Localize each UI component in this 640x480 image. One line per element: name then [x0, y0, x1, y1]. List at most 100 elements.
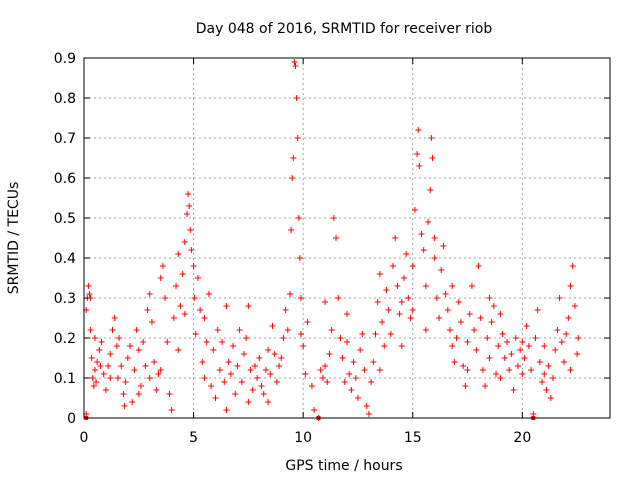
data-point: [188, 247, 195, 253]
data-point: [451, 359, 458, 365]
y-tick-label: 0.3: [54, 291, 76, 307]
data-point: [556, 295, 563, 301]
data-point: [411, 207, 418, 213]
data-point: [517, 347, 524, 353]
data-point: [247, 367, 254, 373]
data-point: [297, 331, 304, 337]
data-point: [436, 315, 443, 321]
data-point: [131, 367, 138, 373]
data-point: [341, 379, 348, 385]
data-point: [558, 339, 565, 345]
data-point: [308, 383, 315, 389]
data-point: [91, 335, 98, 341]
data-point: [294, 135, 301, 141]
data-point: [407, 315, 414, 321]
data-point: [260, 391, 267, 397]
data-point: [175, 251, 182, 257]
data-point: [453, 335, 460, 341]
data-point: [429, 155, 436, 161]
data-point: [344, 311, 350, 317]
data-point: [289, 175, 296, 181]
data-point: [93, 379, 100, 385]
data-point: [319, 375, 326, 381]
data-point: [359, 331, 366, 337]
data-point: [519, 339, 526, 345]
data-point: [311, 407, 318, 413]
data-point: [243, 335, 250, 341]
data-point: [462, 383, 469, 389]
data-point: [97, 363, 104, 369]
data-point: [488, 319, 495, 325]
data-point: [258, 383, 265, 389]
data-point: [265, 347, 272, 353]
data-point: [497, 375, 504, 381]
data-point: [157, 275, 164, 281]
data-point: [464, 367, 471, 373]
data-point: [449, 343, 456, 349]
data-point: [199, 359, 206, 365]
data-point: [89, 375, 96, 381]
data-point: [291, 59, 298, 65]
data-point: [166, 391, 173, 397]
data-point: [508, 351, 515, 357]
x-tick-label: 15: [404, 430, 422, 446]
data-point: [98, 339, 105, 345]
data-point: [159, 263, 166, 269]
data-point: [133, 327, 140, 333]
data-point: [245, 303, 252, 309]
data-point: [471, 327, 478, 333]
data-point: [368, 379, 375, 385]
data-point: [238, 379, 245, 385]
data-point: [495, 343, 502, 349]
data-point: [398, 343, 405, 349]
x-tick-label: 10: [294, 430, 312, 446]
data-point: [181, 311, 188, 317]
data-point: [490, 303, 497, 309]
data-point: [203, 339, 210, 345]
data-point: [447, 327, 454, 333]
data-point: [567, 367, 574, 373]
data-point: [186, 203, 193, 209]
data-point: [107, 351, 114, 357]
data-point: [324, 379, 331, 385]
data-point: [433, 295, 440, 301]
data-point: [129, 399, 136, 405]
data-point: [225, 359, 232, 365]
data-point: [422, 283, 429, 289]
data-point: [460, 363, 467, 369]
data-point: [137, 383, 144, 389]
data-point: [173, 283, 180, 289]
data-point: [121, 403, 128, 409]
data-point: [431, 255, 438, 261]
data-point: [383, 287, 390, 293]
data-point: [135, 347, 142, 353]
data-point: [300, 343, 307, 349]
data-point: [111, 315, 118, 321]
data-point: [422, 327, 429, 333]
data-point: [361, 367, 368, 373]
data-point: [387, 331, 394, 337]
axis-ticks: 0 0.1 0.2 0.3 0.4 0.5 0.6 0.7 0.8 0.9 0 5 10 15 20: [54, 51, 610, 446]
data-point: [547, 395, 554, 401]
data-point: [409, 263, 416, 269]
data-point: [440, 243, 447, 249]
data-point: [486, 295, 493, 301]
data-point: [344, 339, 350, 345]
data-point: [428, 135, 435, 141]
data-point: [477, 315, 484, 321]
data-point: [357, 347, 364, 353]
data-point: [523, 323, 530, 329]
data-point: [396, 311, 403, 317]
data-point: [230, 343, 237, 349]
data-point: [295, 215, 302, 221]
data-point: [543, 387, 550, 393]
data-point: [116, 335, 123, 341]
data-point: [317, 367, 324, 373]
x-tick-label: 5: [189, 430, 198, 446]
data-point: [335, 295, 342, 301]
data-point: [236, 327, 243, 333]
data-point: [569, 263, 576, 269]
data-point: [102, 387, 109, 393]
